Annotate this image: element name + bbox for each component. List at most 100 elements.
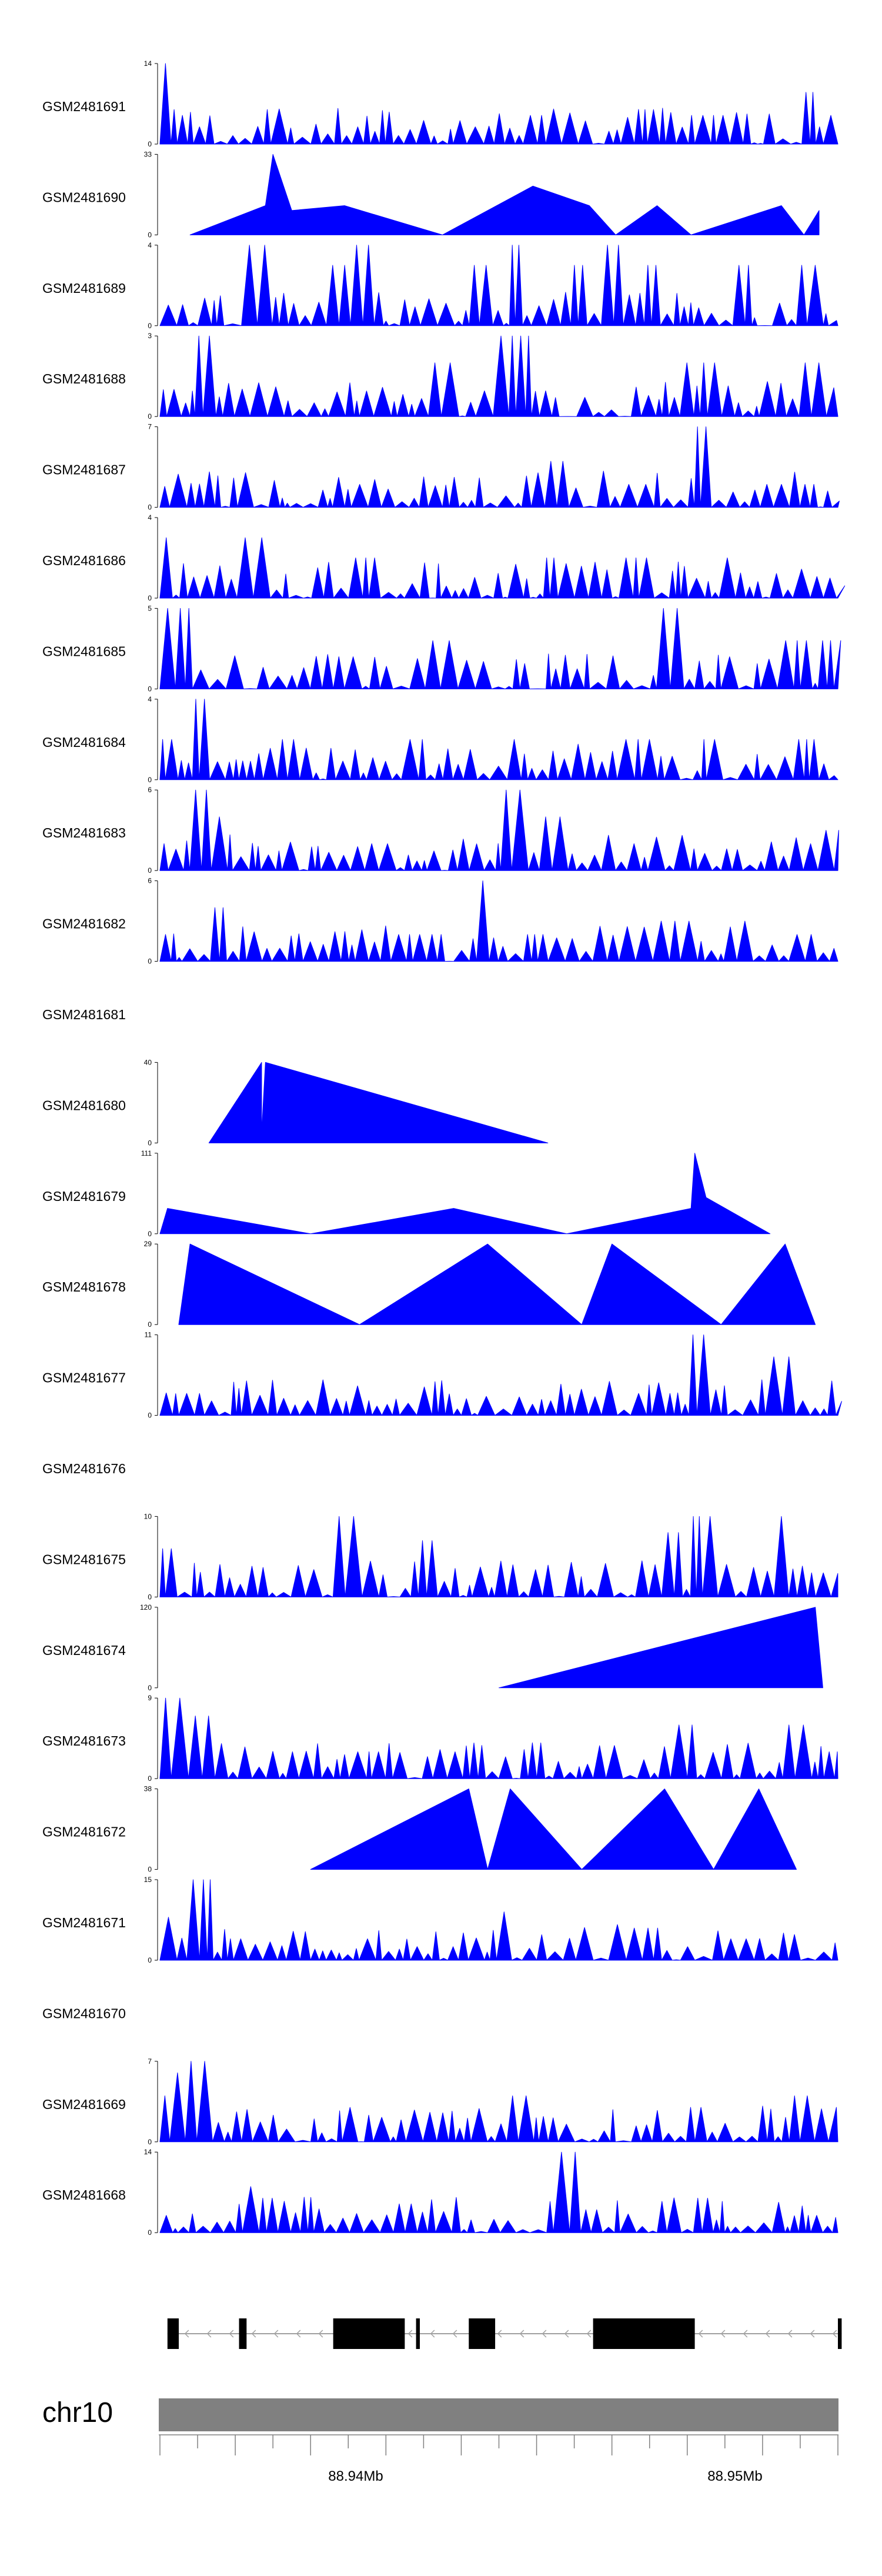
exon <box>469 2318 496 2349</box>
y-axis: 40 <box>148 695 158 784</box>
track-gsm2481672: GSM2481672 38 0 <box>42 1785 797 1874</box>
y-axis: 14 0 <box>144 2148 158 2237</box>
track-gsm2481691: GSM2481691 14 0 <box>42 59 838 148</box>
coverage-area <box>159 608 841 689</box>
track-gsm2481671: GSM2481671 15 0 <box>42 1876 838 1964</box>
y-tick-min: 0 <box>148 231 152 239</box>
coverage-area <box>159 2061 838 2143</box>
y-tick-min: 0 <box>148 2228 152 2237</box>
coverage-area <box>159 2151 838 2233</box>
track-gsm2481678: GSM2481678 29 0 <box>42 1240 816 1329</box>
chromosome-bar <box>159 2398 838 2431</box>
coverage-area <box>159 1697 838 1779</box>
sample-label: GSM2481674 <box>42 1643 126 1658</box>
coverage-area <box>159 537 846 599</box>
y-tick-max: 3 <box>148 332 152 340</box>
y-tick-max: 11 <box>145 1331 152 1339</box>
sample-label: GSM2481684 <box>42 735 126 750</box>
strand-arrow <box>318 2330 323 2338</box>
track-gsm2481681: GSM2481681 <box>42 1007 126 1022</box>
y-axis: 29 0 <box>144 1240 158 1329</box>
y-tick-max: 120 <box>140 1603 152 1611</box>
strand-arrow <box>519 2330 524 2338</box>
y-tick-max: 111 <box>141 1149 152 1157</box>
y-tick-min: 0 <box>148 322 152 330</box>
y-tick-min: 0 <box>148 1866 152 1874</box>
exon <box>838 2318 842 2349</box>
y-tick-min: 0 <box>148 503 152 512</box>
y-tick-max: 29 <box>144 1240 152 1248</box>
y-tick-min: 0 <box>148 1412 152 1420</box>
strand-arrow <box>206 2330 212 2338</box>
track-gsm2481680: GSM2481680 40 0 <box>42 1058 549 1147</box>
coverage-area <box>178 1243 816 1325</box>
exon <box>167 2318 179 2349</box>
sample-label: GSM2481671 <box>42 1915 126 1930</box>
strand-arrow <box>229 2330 234 2338</box>
track-gsm2481684: GSM2481684 40 <box>42 695 838 784</box>
y-tick-min: 0 <box>148 1320 152 1329</box>
y-tick-min: 0 <box>148 140 152 148</box>
sample-label: GSM2481670 <box>42 2006 126 2021</box>
sample-label: GSM2481673 <box>42 1733 126 1749</box>
sample-label: GSM2481681 <box>42 1007 126 1022</box>
sample-label: GSM2481680 <box>42 1097 126 1113</box>
y-tick-max: 4 <box>148 513 152 522</box>
y-tick-min: 0 <box>148 594 152 602</box>
y-tick-max: 33 <box>144 150 152 158</box>
coverage-area <box>159 789 839 871</box>
sample-label: GSM2481686 <box>42 553 126 568</box>
chromosome-label: chr10 <box>42 2397 113 2428</box>
track-gsm2481673: GSM2481673 90 <box>42 1694 838 1783</box>
strand-arrow <box>720 2330 726 2338</box>
strand-arrow <box>810 2330 815 2338</box>
track-gsm2481668: GSM2481668 14 0 <box>42 2148 838 2237</box>
y-tick-max: 5 <box>148 604 152 612</box>
gene-model-track <box>167 2318 842 2349</box>
strand-arrow <box>832 2330 837 2338</box>
chromosome-track: chr10 <box>42 2397 838 2431</box>
coverage-area <box>159 880 838 962</box>
track-gsm2481675: GSM2481675 10 0 <box>42 1512 838 1601</box>
coverage-area <box>499 1607 823 1689</box>
y-axis: 30 <box>148 332 158 421</box>
coverage-area <box>159 335 838 417</box>
track-gsm2481677: GSM2481677 11 0 <box>42 1331 842 1420</box>
strand-arrow <box>497 2330 502 2338</box>
sample-label: GSM2481668 <box>42 2187 126 2203</box>
y-axis: 111 0 <box>141 1149 158 1238</box>
coverage-area <box>159 1153 771 1234</box>
coverage-area <box>208 1062 549 1143</box>
strand-arrow <box>184 2330 189 2338</box>
y-axis: 70 <box>148 423 158 512</box>
strand-arrow <box>452 2330 457 2338</box>
sample-label: GSM2481672 <box>42 1824 126 1840</box>
exon <box>593 2318 695 2349</box>
coverage-area <box>189 154 820 235</box>
coverage-area <box>310 1788 797 1870</box>
y-tick-min: 0 <box>148 1684 152 1692</box>
y-axis: 38 0 <box>144 1785 158 1874</box>
y-tick-min: 0 <box>148 776 152 784</box>
y-tick-min: 0 <box>148 1230 152 1238</box>
exon <box>333 2318 405 2349</box>
coverage-tracks: GSM2481691140GSM2481690330GSM248168940GS… <box>42 59 846 2237</box>
track-gsm2481676: GSM2481676 <box>42 1461 126 1476</box>
sample-label: GSM2481676 <box>42 1461 126 1476</box>
exon <box>239 2318 247 2349</box>
y-axis: 90 <box>148 1694 158 1783</box>
coverage-area <box>159 1879 838 1961</box>
y-axis: 11 0 <box>145 1331 158 1420</box>
strand-arrow <box>273 2330 279 2338</box>
y-axis: 40 <box>148 513 158 602</box>
y-tick-min: 0 <box>148 1593 152 1601</box>
axis-label-88.95mb: 88.95Mb <box>707 2468 762 2484</box>
sample-label: GSM2481689 <box>42 281 126 296</box>
y-tick-max: 4 <box>148 241 152 249</box>
